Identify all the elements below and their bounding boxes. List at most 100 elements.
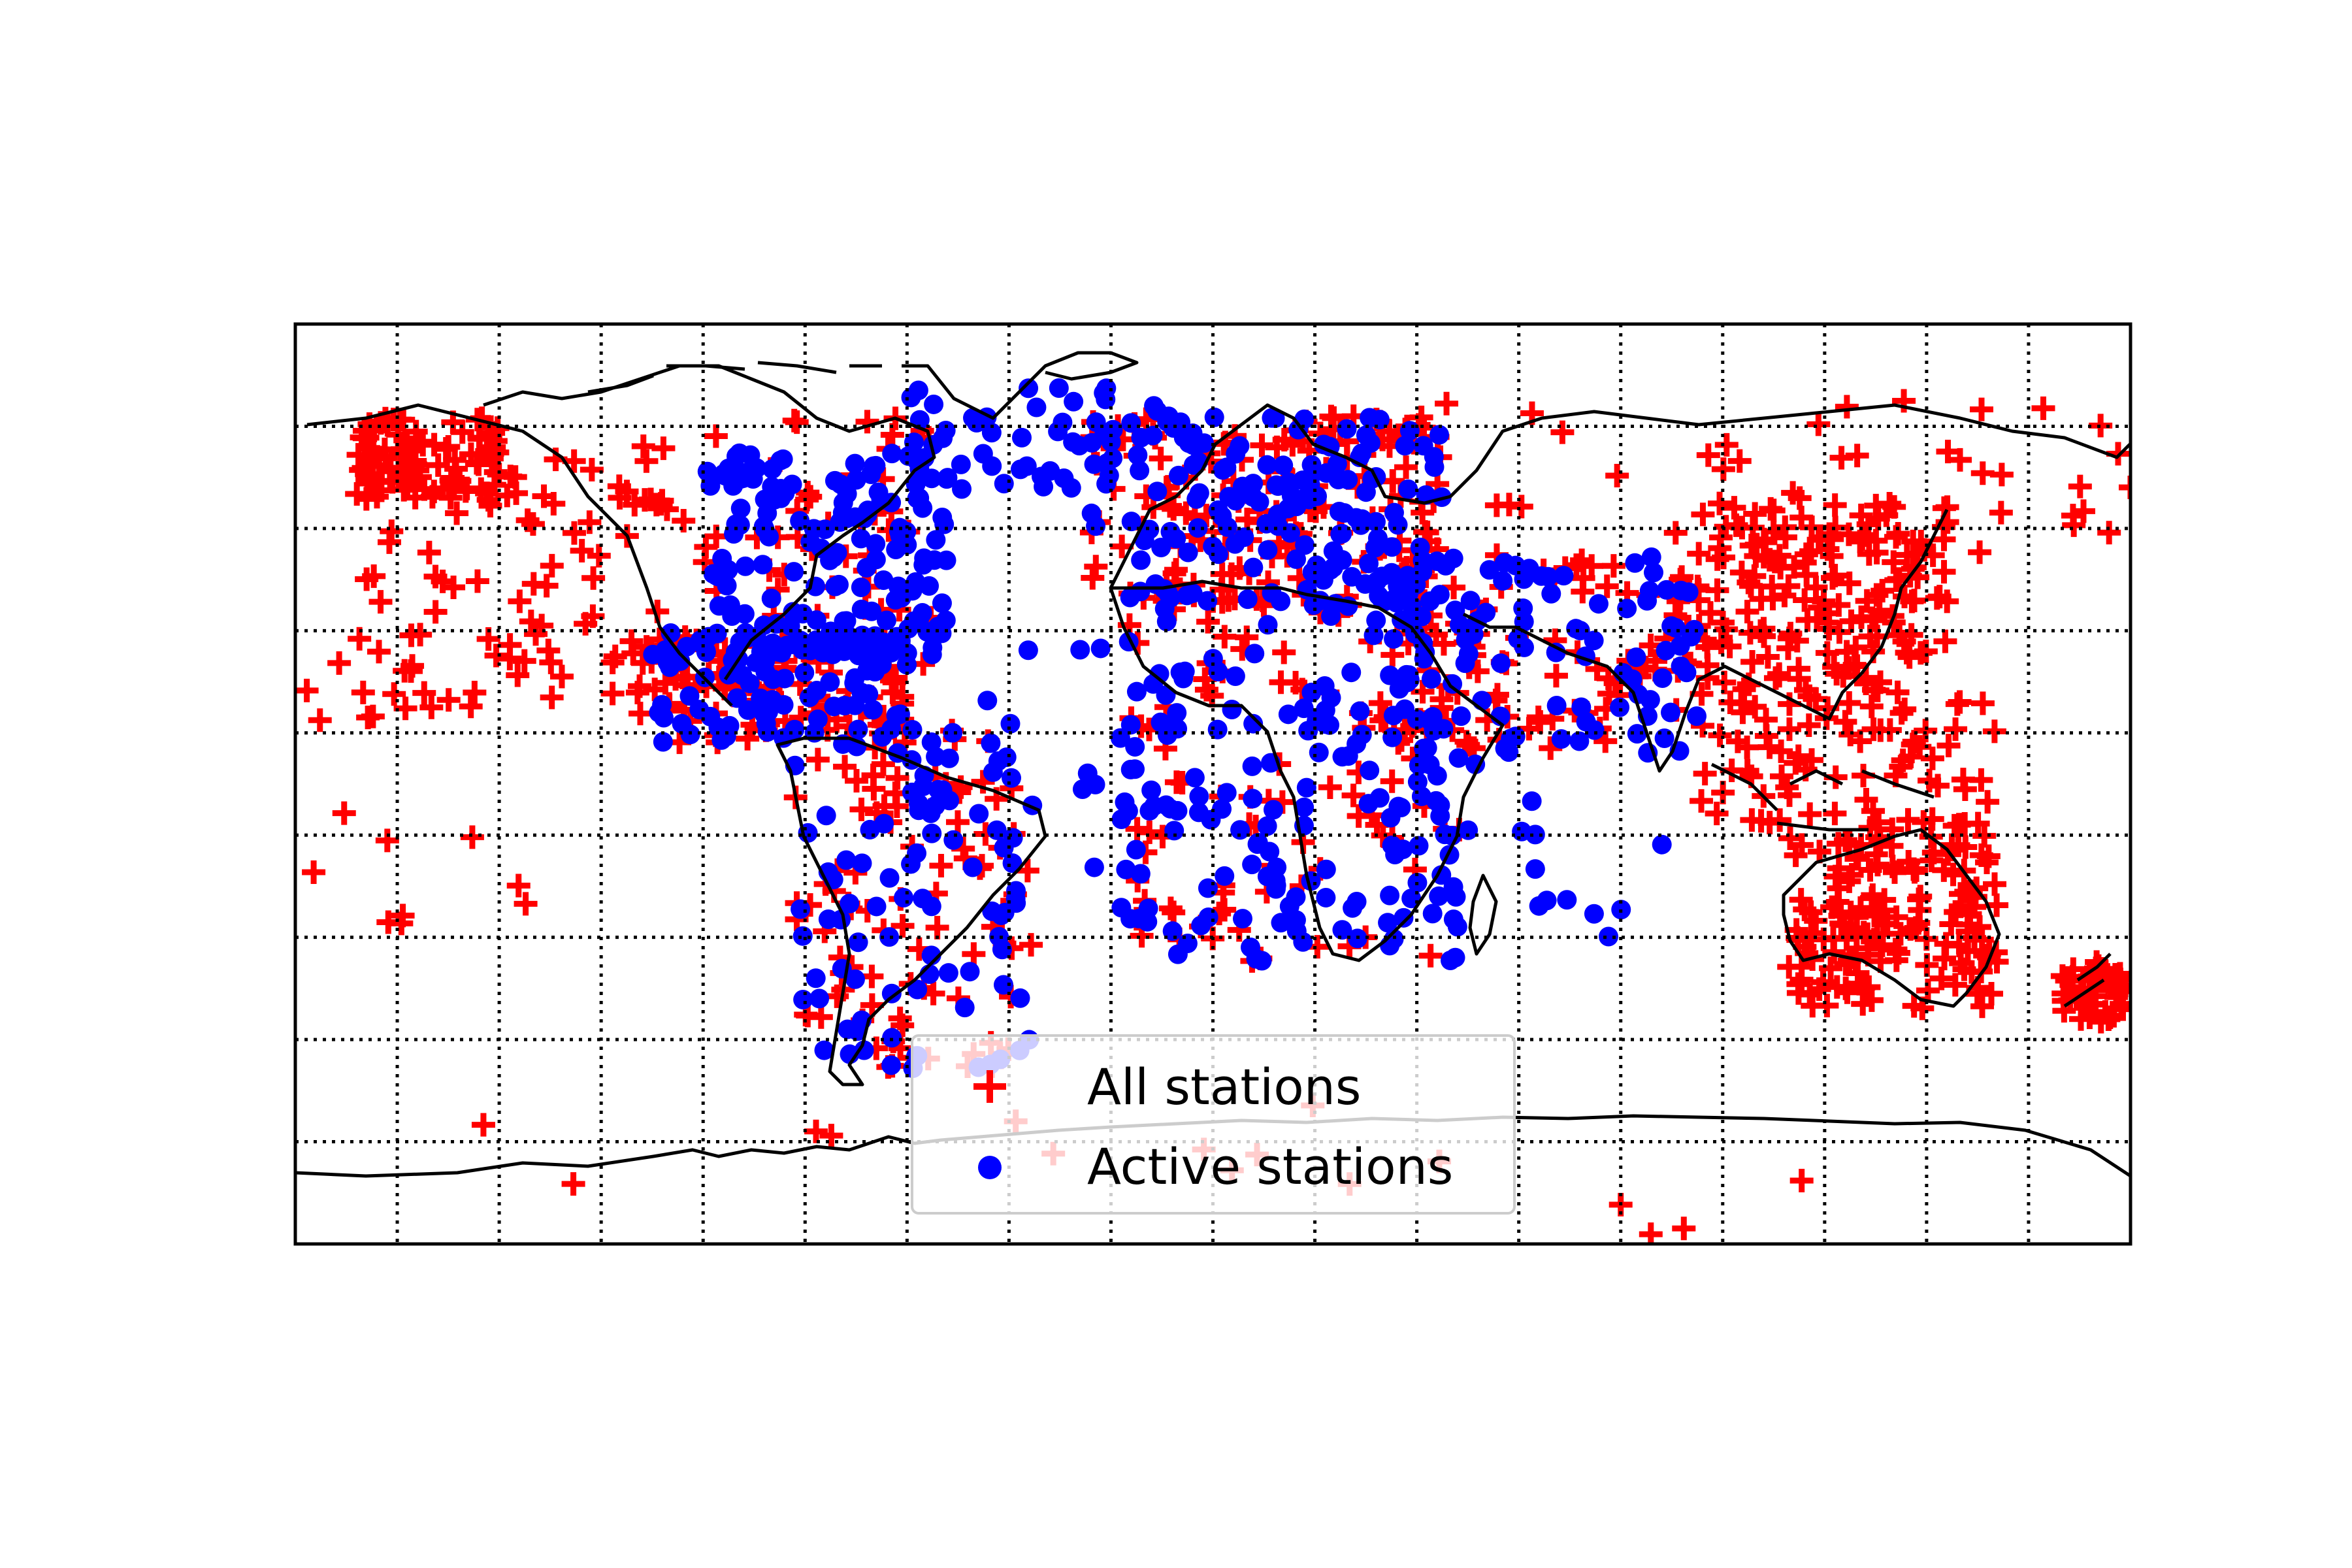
all-station-marker	[1162, 900, 1186, 924]
active-station-marker	[1409, 836, 1429, 856]
active-station-marker	[848, 719, 868, 740]
active-station-marker	[1640, 690, 1660, 710]
active-station-marker	[846, 470, 866, 490]
all-station-marker	[380, 519, 404, 544]
active-station-marker	[906, 572, 926, 592]
all-station-marker	[302, 860, 326, 884]
active-station-marker	[643, 644, 663, 664]
all-station-marker	[795, 487, 819, 512]
active-station-marker	[1118, 801, 1138, 821]
active-station-marker	[845, 695, 865, 715]
all-station-marker	[962, 942, 986, 966]
active-station-marker	[1203, 649, 1223, 669]
all-station-marker	[1786, 744, 1810, 768]
active-station-marker	[1198, 591, 1218, 611]
active-station-marker	[1388, 515, 1408, 535]
all-station-marker	[833, 755, 857, 779]
active-station-marker	[1435, 825, 1455, 845]
active-station-marker	[1652, 668, 1673, 689]
all-station-marker	[607, 474, 631, 498]
all-station-marker	[1250, 433, 1274, 457]
active-station-marker	[1661, 702, 1681, 723]
active-station-marker	[1125, 759, 1145, 779]
active-station-marker	[1380, 885, 1400, 906]
all-station-marker	[806, 747, 830, 772]
active-station-marker	[785, 719, 805, 740]
all-station-marker	[1897, 645, 1921, 669]
active-station-marker	[1049, 378, 1069, 399]
active-station-marker	[966, 413, 987, 433]
all-station-marker	[587, 544, 611, 568]
active-station-marker	[1329, 502, 1349, 522]
all-station-marker	[1756, 645, 1780, 669]
active-station-marker	[700, 476, 721, 496]
active-station-marker	[987, 820, 1007, 840]
all-station-marker	[514, 892, 538, 916]
all-station-marker	[459, 694, 483, 719]
active-station-marker	[1194, 433, 1215, 453]
active-station-marker	[864, 640, 884, 660]
all-station-marker	[1727, 449, 1752, 473]
active-station-marker	[1167, 703, 1187, 723]
all-station-marker	[1926, 774, 1950, 798]
all-station-marker	[1969, 397, 1993, 421]
active-station-marker	[1551, 729, 1571, 749]
active-station-marker	[1447, 917, 1467, 937]
active-station-marker	[932, 508, 953, 528]
all-station-marker	[1948, 448, 1972, 472]
all-station-marker	[845, 768, 869, 792]
all-station-marker	[445, 501, 469, 525]
all-station-marker	[436, 688, 461, 712]
active-station-marker	[1382, 727, 1403, 747]
active-station-marker	[1096, 474, 1117, 494]
all-station-marker	[1936, 734, 1961, 758]
all-station-marker	[1743, 502, 1767, 526]
active-station-marker	[707, 623, 727, 644]
active-station-marker	[806, 610, 826, 630]
all-station-marker	[1892, 629, 1916, 653]
active-station-marker	[894, 887, 914, 907]
all-station-marker	[1729, 691, 1754, 715]
active-station-marker	[1237, 589, 1258, 610]
active-station-marker	[901, 387, 921, 408]
all-station-marker	[419, 695, 444, 719]
all-station-marker	[393, 659, 417, 683]
active-station-marker	[1337, 419, 1357, 439]
active-station-marker	[1063, 432, 1083, 452]
active-station-marker	[924, 394, 944, 414]
active-station-marker	[792, 926, 813, 946]
active-station-marker	[938, 468, 958, 488]
active-station-marker	[818, 909, 838, 930]
active-station-marker	[1188, 518, 1208, 538]
active-station-marker	[661, 644, 681, 664]
active-station-marker	[1000, 713, 1021, 734]
active-station-marker	[820, 550, 840, 570]
all-station-marker	[1580, 554, 1604, 578]
active-station-marker	[1307, 555, 1327, 576]
all-station-marker	[395, 472, 419, 497]
all-station-marker	[1823, 563, 1847, 587]
active-station-marker	[881, 983, 902, 1004]
all-station-marker	[1769, 555, 1793, 580]
active-station-marker	[1090, 638, 1111, 659]
all-station-marker	[1544, 664, 1568, 688]
all-station-marker	[2095, 964, 2119, 988]
active-station-marker	[1541, 583, 1561, 604]
legend-label-all-stations: All stations	[1087, 1058, 1362, 1116]
active-station-marker	[1263, 512, 1283, 532]
active-station-marker	[852, 853, 872, 874]
all-station-marker	[549, 664, 574, 689]
all-station-marker	[437, 476, 461, 500]
all-station-marker	[460, 825, 484, 849]
all-station-marker	[1886, 941, 1910, 965]
all-station-marker	[825, 984, 849, 1008]
all-station-marker	[1941, 862, 1965, 887]
all-station-marker	[1972, 824, 1997, 848]
legend-marker-plus	[973, 1070, 1006, 1103]
active-station-marker	[1332, 747, 1352, 767]
all-station-marker	[1769, 739, 1793, 763]
active-station-marker	[723, 476, 743, 496]
active-station-marker	[1143, 425, 1163, 446]
active-station-marker	[806, 968, 826, 988]
all-station-marker	[1872, 898, 1896, 923]
